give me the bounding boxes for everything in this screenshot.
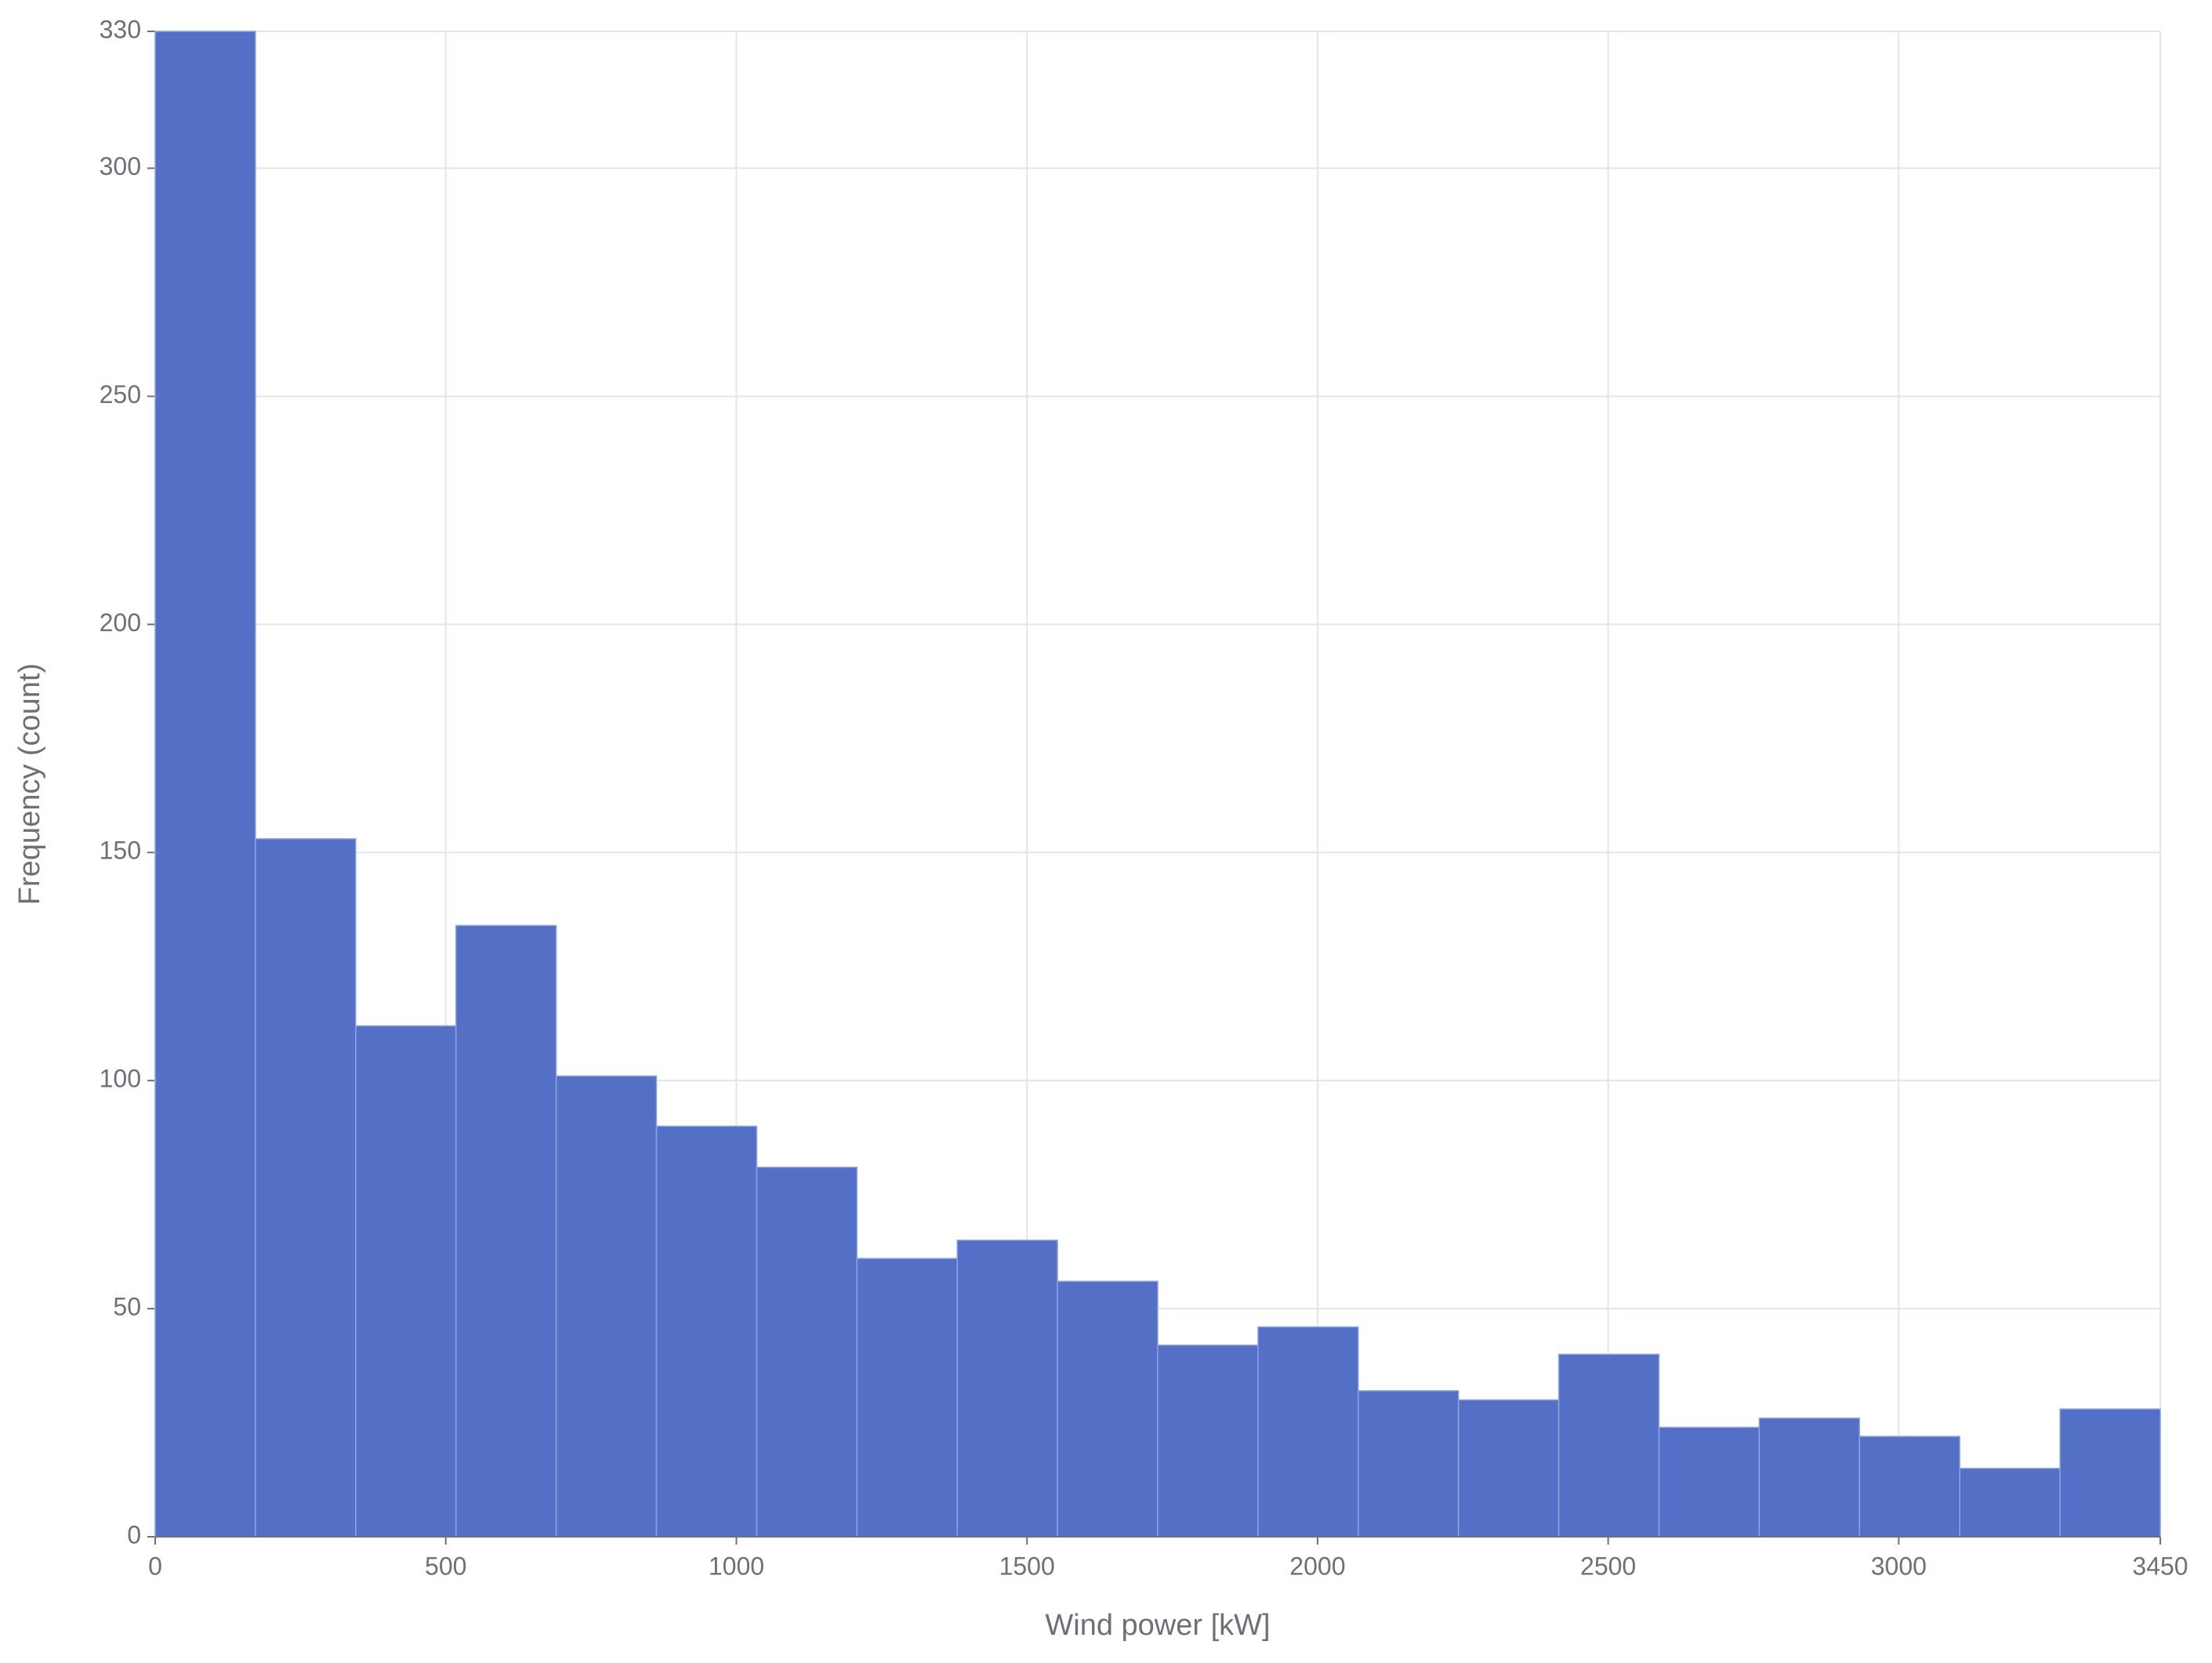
y-tick-label: 330 xyxy=(100,15,141,43)
x-tick-label: 3000 xyxy=(1871,1552,1927,1580)
x-axis-title: Wind power [kW] xyxy=(1045,1609,1270,1642)
bar xyxy=(1658,1426,1761,1538)
bar xyxy=(1157,1344,1259,1538)
x-tick-label: 500 xyxy=(425,1552,466,1580)
x-tick-label: 2500 xyxy=(1580,1552,1636,1580)
bar xyxy=(455,924,557,1538)
bar xyxy=(555,1075,658,1538)
bar xyxy=(2059,1408,2161,1538)
bar xyxy=(856,1258,958,1538)
y-tick-label: 50 xyxy=(113,1293,141,1321)
bar xyxy=(1358,1390,1460,1538)
bar xyxy=(1959,1467,2061,1538)
bar xyxy=(355,1025,457,1538)
bar xyxy=(1858,1436,1960,1538)
bar xyxy=(255,838,357,1538)
y-tick-label: 200 xyxy=(100,608,141,637)
x-tick-label: 3450 xyxy=(2132,1552,2188,1580)
y-axis-title: Frequency (count) xyxy=(13,663,46,905)
bar xyxy=(1758,1417,1861,1538)
bar xyxy=(1557,1353,1660,1538)
bar xyxy=(1257,1326,1359,1538)
y-tick-label: 300 xyxy=(100,152,141,180)
x-tick-label: 1000 xyxy=(709,1552,764,1580)
bar xyxy=(956,1240,1058,1538)
y-tick-label: 0 xyxy=(127,1520,141,1549)
x-tick-label: 1500 xyxy=(999,1552,1055,1580)
bar xyxy=(655,1125,758,1538)
bar xyxy=(756,1166,858,1538)
y-tick-label: 150 xyxy=(100,837,141,865)
x-tick-label: 2000 xyxy=(1289,1552,1345,1580)
x-tick-label: 0 xyxy=(148,1552,162,1580)
bar xyxy=(1457,1399,1560,1538)
y-tick-label: 250 xyxy=(100,380,141,408)
bar xyxy=(1057,1280,1159,1538)
y-tick-label: 100 xyxy=(100,1065,141,1093)
bar xyxy=(154,31,256,1538)
